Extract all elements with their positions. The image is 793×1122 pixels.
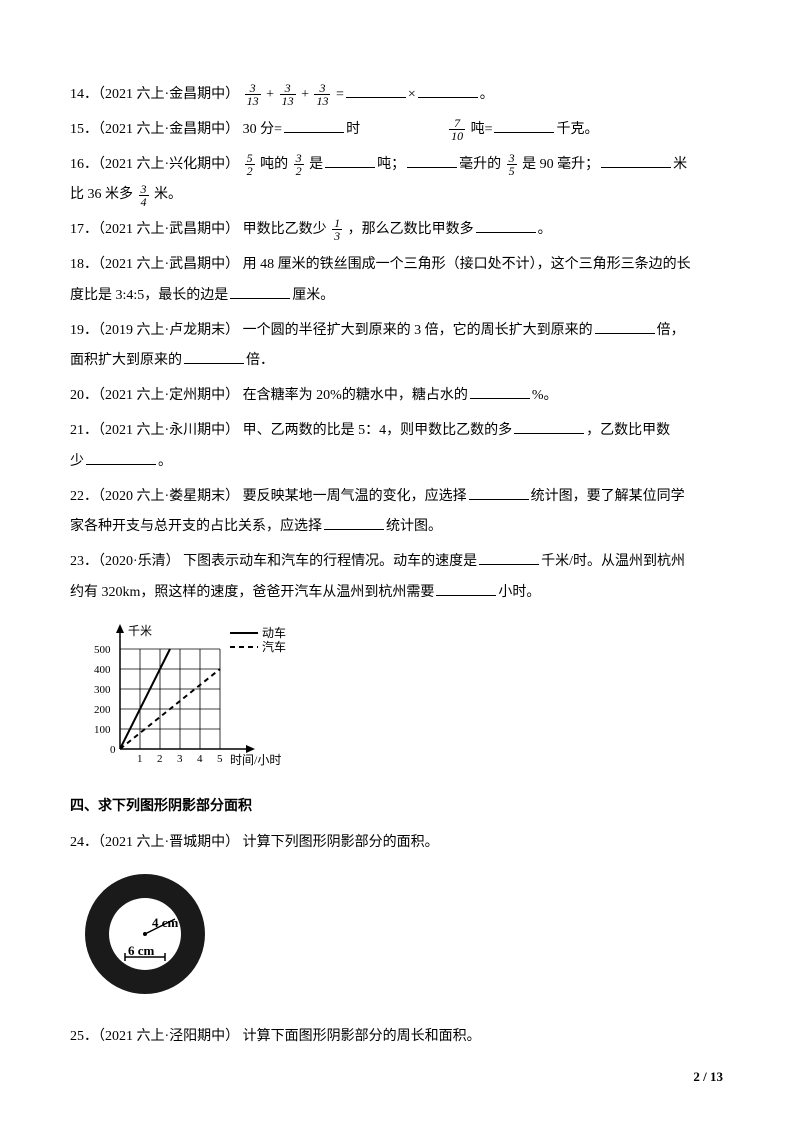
fraction: 34 — [139, 183, 149, 208]
q-number: 18． — [70, 257, 98, 272]
q-number: 15． — [70, 122, 98, 137]
question-14: 14．（2021 六上·金昌期中） 313 + 313 + 313 =×。 — [70, 80, 723, 111]
svg-text:0: 0 — [110, 744, 116, 756]
svg-text:200: 200 — [94, 704, 111, 716]
blank — [470, 385, 530, 399]
blank — [494, 119, 554, 133]
svg-text:6 cm: 6 cm — [128, 943, 155, 958]
q-number: 25． — [70, 1029, 98, 1044]
q-number: 19． — [70, 323, 98, 338]
svg-text:1: 1 — [137, 753, 143, 765]
fraction: 13 — [332, 217, 342, 242]
q-source: （2019 六上·卢龙期末） — [98, 323, 239, 338]
fraction: 313 — [280, 82, 296, 107]
q-source: （2020 六上·娄星期末） — [98, 489, 239, 504]
question-23: 23．（2020·乐清） 下图表示动车和汽车的行程情况。动车的速度是千米/时。从… — [70, 547, 723, 609]
q-number: 16． — [70, 157, 98, 172]
blank — [324, 516, 384, 530]
blank — [284, 119, 344, 133]
fraction: 35 — [507, 152, 517, 177]
svg-text:500: 500 — [94, 644, 111, 656]
q-number: 23． — [70, 554, 98, 569]
svg-text:3: 3 — [177, 753, 183, 765]
question-15: 15．（2021 六上·金昌期中） 30 分=时 710 吨=千克。 — [70, 115, 723, 146]
blank — [469, 486, 529, 500]
q-source: （2021 六上·武昌期中） — [98, 222, 239, 237]
q-number: 17． — [70, 222, 98, 237]
blank — [418, 84, 478, 98]
blank — [595, 320, 655, 334]
question-18: 18．（2021 六上·武昌期中） 用 48 厘米的铁丝围成一个三角形（接口处不… — [70, 250, 723, 312]
question-24: 24．（2021 六上·晋城期中） 计算下列图形阴影部分的面积。 — [70, 828, 723, 859]
q-number: 20． — [70, 388, 98, 403]
blank — [601, 154, 671, 168]
q-source: （2020·乐清） — [98, 554, 180, 569]
svg-text:300: 300 — [94, 684, 111, 696]
svg-text:400: 400 — [94, 664, 111, 676]
blank — [346, 84, 406, 98]
q-number: 21． — [70, 423, 98, 438]
fraction: 313 — [314, 82, 330, 107]
question-17: 17．（2021 六上·武昌期中） 甲数比乙数少 13 ，那么乙数比甲数多。 — [70, 215, 723, 246]
question-25: 25．（2021 六上·泾阳期中） 计算下面图形阴影部分的周长和面积。 — [70, 1022, 723, 1053]
svg-text:4: 4 — [197, 753, 203, 765]
page-number: 2 / 13 — [693, 1063, 723, 1092]
q-number: 24． — [70, 835, 98, 850]
question-22: 22．（2020 六上·娄星期末） 要反映某地一周气温的变化，应选择统计图，要了… — [70, 482, 723, 544]
q-source: （2021 六上·定州期中） — [98, 388, 239, 403]
q-source: （2021 六上·武昌期中） — [98, 257, 239, 272]
question-19: 19．（2019 六上·卢龙期末） 一个圆的半径扩大到原来的 3 倍，它的周长扩… — [70, 316, 723, 378]
svg-text:汽车: 汽车 — [262, 639, 286, 654]
blank — [407, 154, 457, 168]
svg-text:2: 2 — [157, 753, 163, 765]
y-label: 千米 — [128, 624, 152, 638]
fraction: 710 — [449, 117, 465, 142]
question-16: 16．（2021 六上·兴化期中） 52 吨的 32 是吨；毫升的 35 是 9… — [70, 150, 723, 212]
question-20: 20．（2021 六上·定州期中） 在含糖率为 20%的糖水中，糖占水的%。 — [70, 381, 723, 412]
blank — [184, 350, 244, 364]
blank — [514, 420, 584, 434]
fraction: 32 — [294, 152, 304, 177]
ring-figure: 4 cm 6 cm — [80, 869, 723, 1012]
blank — [325, 154, 375, 168]
q-source: （2021 六上·金昌期中） — [98, 122, 239, 137]
question-21: 21．（2021 六上·永川期中） 甲、乙两数的比是 5：4，则甲数比乙数的多，… — [70, 416, 723, 478]
svg-text:5: 5 — [217, 753, 223, 765]
blank — [86, 451, 156, 465]
line-chart: 千米 时间/小时 500 400 300 200 100 0 1 2 3 4 5 — [80, 619, 723, 782]
svg-text:4 cm: 4 cm — [152, 915, 179, 930]
q-source: （2021 六上·晋城期中） — [98, 835, 239, 850]
fraction: 313 — [245, 82, 261, 107]
svg-text:100: 100 — [94, 724, 111, 736]
q-source: （2021 六上·永川期中） — [98, 423, 239, 438]
q-number: 14． — [70, 87, 98, 102]
q-source: （2021 六上·金昌期中） — [98, 87, 239, 102]
blank — [436, 582, 496, 596]
svg-text:动车: 动车 — [262, 625, 286, 640]
blank — [476, 219, 536, 233]
blank — [230, 285, 290, 299]
section-4-title: 四、求下列图形阴影部分面积 — [70, 792, 723, 823]
blank — [479, 551, 539, 565]
q-number: 22． — [70, 489, 98, 504]
q-source: （2021 六上·兴化期中） — [98, 157, 239, 172]
x-label: 时间/小时 — [230, 753, 281, 767]
fraction: 52 — [245, 152, 255, 177]
q-source: （2021 六上·泾阳期中） — [98, 1029, 239, 1044]
